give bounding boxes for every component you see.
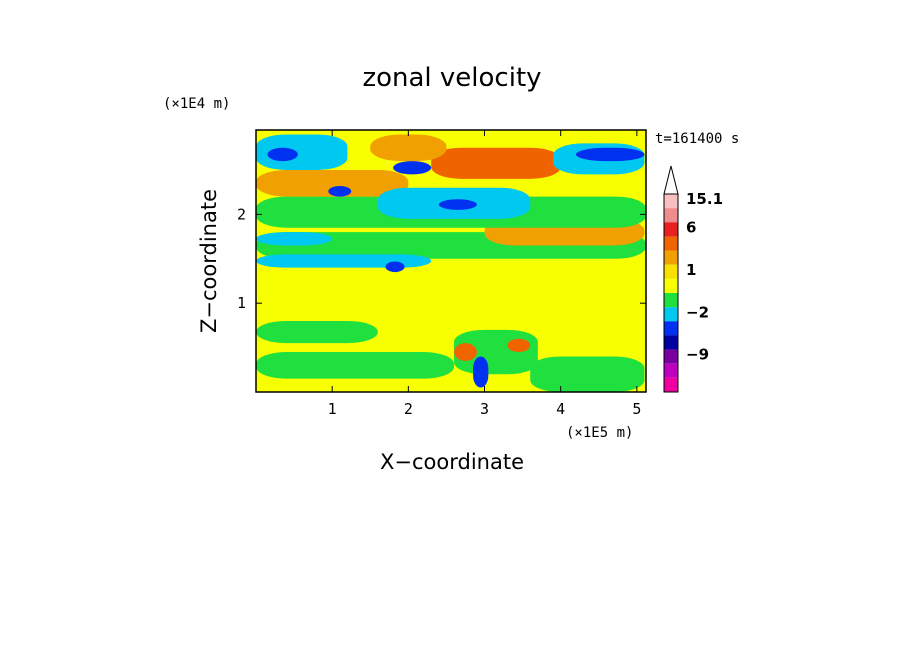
x-tick-label-1: 2 xyxy=(404,400,413,418)
colorbar-label-0: 15.1 xyxy=(686,190,723,208)
time-label: t=161400 s xyxy=(655,131,739,147)
field-region-15 xyxy=(575,147,645,162)
field-region-9 xyxy=(256,169,409,197)
colorbar-swatch-9 xyxy=(664,321,678,336)
field-region-22 xyxy=(473,356,489,388)
field-region-3 xyxy=(530,356,645,392)
y-axis: 12 xyxy=(237,205,646,312)
x-tick-label-3: 4 xyxy=(556,400,565,418)
field-region-18 xyxy=(438,199,477,210)
x-axis: 1 2 3 4 5 xyxy=(328,130,641,418)
colorbar-swatch-11 xyxy=(664,349,678,364)
colorbar-swatch-5 xyxy=(664,264,678,279)
y-tick-label-1: 2 xyxy=(237,205,246,223)
colorbar-label-3: −2 xyxy=(686,303,709,321)
field-region-14 xyxy=(370,134,447,162)
field-region-24 xyxy=(507,338,531,353)
field-region-2 xyxy=(256,352,455,379)
colorbar-swatch-6 xyxy=(664,278,678,293)
colorbar-label-1: 6 xyxy=(686,218,696,236)
x-multiplier-label: (×1E5 m) xyxy=(566,425,633,441)
colorbar-swatch-4 xyxy=(664,250,678,265)
colorbar-swatch-12 xyxy=(664,363,678,378)
x-axis-label: X−coordinate xyxy=(380,450,524,474)
plot-area xyxy=(256,130,646,392)
x-tick-label-0: 1 xyxy=(328,400,337,418)
field-region-12 xyxy=(256,134,348,170)
colorbar-swatch-0 xyxy=(664,194,678,209)
colorbar-label-2: 1 xyxy=(686,261,696,279)
field-region-17 xyxy=(393,161,432,175)
colorbar-swatch-1 xyxy=(664,208,678,223)
field-region-19 xyxy=(328,185,352,197)
y-tick-label-0: 1 xyxy=(237,294,246,312)
plot-frame xyxy=(255,129,647,393)
field-region-23 xyxy=(454,343,477,361)
colorbar-swatch-3 xyxy=(664,236,678,251)
colorbar-extend-arrow xyxy=(663,165,679,195)
x-tick-label-2: 3 xyxy=(480,400,489,418)
colorbar-swatch-2 xyxy=(664,222,678,237)
field-region-21 xyxy=(256,232,333,246)
field-region-16 xyxy=(267,147,298,162)
y-axis-label: Z−coordinate xyxy=(197,189,221,333)
colorbar: 15.1 6 1 −2 −9 xyxy=(663,165,723,393)
colorbar-swatch-13 xyxy=(664,377,678,392)
chart-title: zonal velocity xyxy=(362,63,541,93)
field-region-1 xyxy=(256,320,378,344)
colorbar-label-4: −9 xyxy=(686,346,709,364)
field-region-11 xyxy=(431,147,561,179)
x-tick-label-4: 5 xyxy=(632,400,641,418)
colorbar-swatch-8 xyxy=(664,307,678,322)
field-region-20 xyxy=(385,261,405,273)
y-multiplier-label: (×1E4 m) xyxy=(163,96,230,112)
field-region-6 xyxy=(256,254,432,268)
colorbar-swatch-7 xyxy=(664,293,678,308)
colorbar-swatch-10 xyxy=(664,335,678,350)
